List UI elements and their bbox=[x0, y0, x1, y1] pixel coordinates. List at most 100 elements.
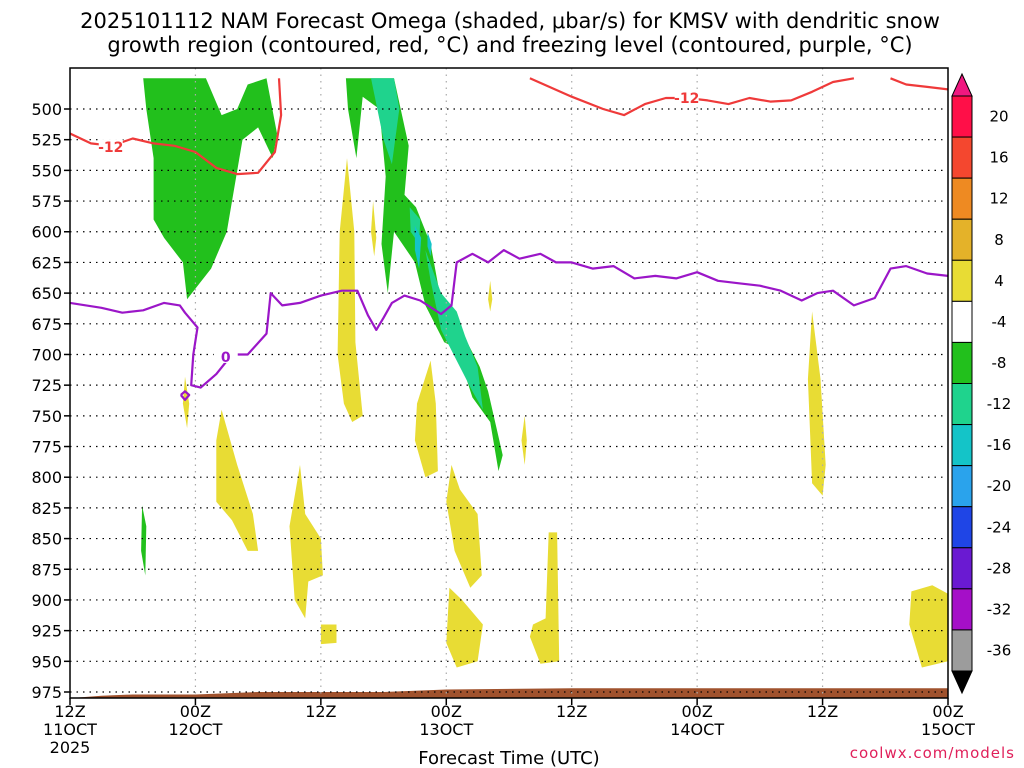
colorbar-swatch-6 bbox=[951, 341, 973, 384]
y-tick-label-925: 925 bbox=[31, 622, 62, 641]
x-tick-label-mid-84: 15OCT bbox=[921, 720, 975, 739]
x-tick-label-top-72: 12Z bbox=[807, 702, 838, 721]
y-tick-label-800: 800 bbox=[31, 468, 62, 487]
colorbar-swatch-3 bbox=[951, 218, 973, 261]
x-tick-label-mid-60: 14OCT bbox=[670, 720, 724, 739]
omega-shaded-regions bbox=[141, 78, 948, 668]
omega_positive_4_8-region-8 bbox=[807, 311, 826, 496]
colorbar-label-8: -16 bbox=[987, 436, 1012, 454]
colorbar-label-5: -4 bbox=[992, 313, 1007, 331]
omega_negative_4_8-region-2 bbox=[141, 505, 147, 576]
x-tick-label-top-36: 00Z bbox=[431, 702, 462, 721]
omega_positive_4_8-region-13 bbox=[488, 280, 493, 312]
colorbar-bottom-arrow bbox=[951, 670, 973, 695]
colorbar-label-7: -12 bbox=[987, 395, 1012, 413]
omega_positive_4_8-region-3 bbox=[414, 360, 438, 478]
omega_positive_4_8-region-12 bbox=[371, 201, 377, 257]
colorbar-label-13: -36 bbox=[987, 641, 1012, 659]
colorbar-swatch-2 bbox=[951, 177, 973, 220]
dendritic_growth_minus12C-label-bg bbox=[98, 139, 123, 154]
colorbar-swatch-11 bbox=[951, 547, 973, 590]
colorbar-swatch-5 bbox=[951, 300, 973, 343]
freezing_level_0C_ring-line bbox=[179, 390, 191, 401]
colorbar-swatch-8 bbox=[951, 424, 973, 467]
colorbar-swatch-10 bbox=[951, 506, 973, 549]
omega_negative_4_8-region-0 bbox=[143, 78, 277, 300]
x-tick-label-top-0: 12Z bbox=[54, 702, 85, 721]
x-tick-label-mid-36: 13OCT bbox=[419, 720, 473, 739]
y-tick-label-700: 700 bbox=[31, 345, 62, 364]
dendritic_growth_minus12C-label: -12 bbox=[98, 140, 123, 156]
colorbar-swatch-4 bbox=[951, 259, 973, 302]
omega_positive_4_8-region-2 bbox=[289, 464, 323, 619]
omega_negative_8_12-region-1 bbox=[425, 250, 483, 410]
ground_surface bbox=[70, 688, 948, 699]
x-tick-label-top-24: 12Z bbox=[305, 702, 336, 721]
x-tick-label-top-84: 00Z bbox=[932, 702, 963, 721]
colorbar-label-9: -20 bbox=[987, 477, 1012, 495]
colorbar-label-0: 20 bbox=[989, 108, 1008, 126]
y-tick-label-525: 525 bbox=[31, 131, 62, 150]
colorbar-swatch-7 bbox=[951, 383, 973, 426]
x-tick-label-bottom-0: 2025 bbox=[50, 738, 91, 757]
colorbar-swatch-9 bbox=[951, 465, 973, 508]
omega_negative_12_16-region-0 bbox=[414, 225, 422, 269]
omega_positive_4_8-region-9 bbox=[909, 585, 948, 668]
omega_negative_8_12-region-0 bbox=[371, 78, 400, 165]
omega_negative_4_8-region-1 bbox=[345, 78, 503, 472]
y-tick-label-950: 950 bbox=[31, 652, 62, 671]
x-tick-label-top-48: 12Z bbox=[556, 702, 587, 721]
y-tick-label-750: 750 bbox=[31, 407, 62, 426]
omega_positive_4_8-region-6 bbox=[529, 532, 560, 664]
colorbar-label-12: -32 bbox=[987, 600, 1012, 618]
y-tick-label-975: 975 bbox=[31, 683, 62, 702]
omega_positive_4_8-region-4 bbox=[446, 464, 482, 588]
x-tick-label-top-12: 00Z bbox=[180, 702, 211, 721]
freezing_level_0C-line bbox=[70, 249, 948, 389]
plot-frame bbox=[69, 67, 949, 699]
y-tick-label-900: 900 bbox=[31, 591, 62, 610]
colorbar-top-arrow bbox=[951, 72, 973, 97]
terrain-layer bbox=[70, 688, 948, 699]
colorbar-label-4: 4 bbox=[994, 272, 1004, 290]
y-tick-label-575: 575 bbox=[31, 192, 62, 211]
colorbar-label-10: -24 bbox=[987, 518, 1012, 536]
colorbar-label-2: 12 bbox=[989, 190, 1008, 208]
chart-title-line-1: 2025101112 NAM Forecast Omega (shaded, μ… bbox=[80, 9, 940, 33]
omega_positive_4_8-region-7 bbox=[320, 624, 337, 645]
y-tick-label-775: 775 bbox=[31, 438, 62, 457]
y-tick-label-625: 625 bbox=[31, 253, 62, 272]
dendritic_growth_minus12C_c-line bbox=[890, 77, 948, 91]
omega_positive_4_8-region-1 bbox=[216, 409, 259, 551]
x-tick-label-mid-0: 11OCT bbox=[43, 720, 97, 739]
y-tick-label-725: 725 bbox=[31, 376, 62, 395]
x-tick-label-top-60: 00Z bbox=[681, 702, 712, 721]
omega_negative_12_16-region-1 bbox=[427, 231, 432, 257]
dendritic_growth_minus12C_b-label-bg bbox=[674, 89, 699, 104]
dendritic_growth_minus12C_b-line bbox=[529, 77, 855, 117]
colorbar-label-11: -28 bbox=[987, 559, 1012, 577]
omega_positive_4_8-region-10 bbox=[521, 415, 527, 465]
freezing_level_0C-label-bg bbox=[213, 348, 238, 363]
y-axis: 500 525 550 575 600 625 650 675 700 725 750 775 800 8… bbox=[31, 100, 70, 702]
colorbar-swatch-13 bbox=[951, 629, 973, 672]
y-tick-label-875: 875 bbox=[31, 560, 62, 579]
grid-lines bbox=[70, 68, 948, 698]
y-tick-label-850: 850 bbox=[31, 530, 62, 549]
colorbar-swatch-1 bbox=[951, 136, 973, 179]
colorbar-swatch-0 bbox=[951, 95, 973, 138]
x-axis-label: Forecast Time (UTC) bbox=[418, 748, 599, 768]
colorbar-label-6: -8 bbox=[992, 354, 1007, 372]
chart-title-line-2: growth region (contoured, red, °C) and f… bbox=[107, 33, 912, 57]
colorbar-label-1: 16 bbox=[989, 149, 1008, 167]
y-tick-label-825: 825 bbox=[31, 499, 62, 518]
omega_positive_4_8-region-11 bbox=[182, 376, 190, 429]
x-tick-label-mid-12: 12OCT bbox=[168, 720, 222, 739]
colorbar-swatch-12 bbox=[951, 588, 973, 631]
credit-text: coolwx.com/models bbox=[850, 744, 1015, 762]
y-tick-label-550: 550 bbox=[31, 161, 62, 180]
y-tick-label-600: 600 bbox=[31, 223, 62, 242]
freezing_level_0C-label: 0 bbox=[221, 350, 231, 366]
